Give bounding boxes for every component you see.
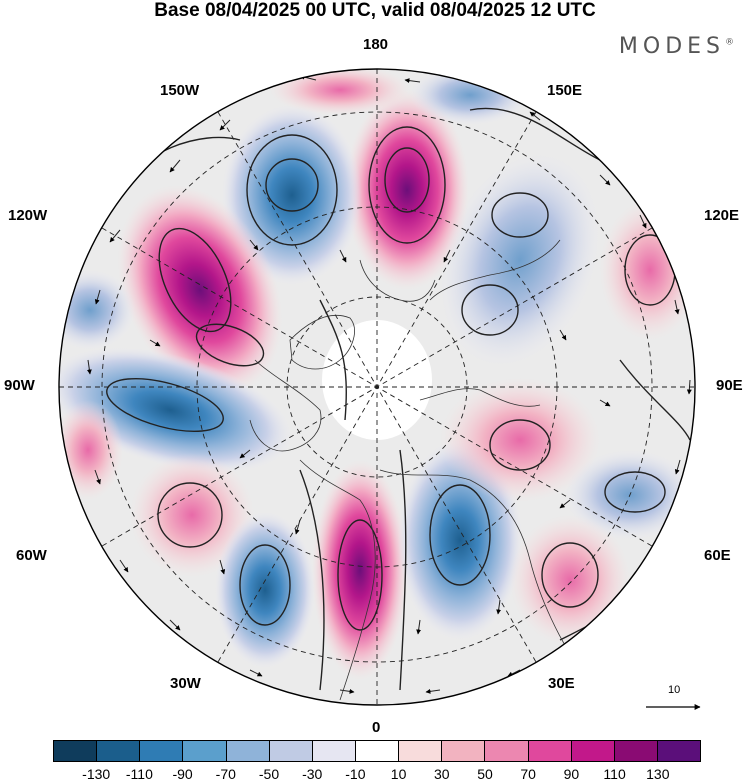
colorbar-swatch [485, 741, 529, 761]
colorbar-tick-label: -70 [215, 766, 236, 782]
colorbar-tick-label: 130 [646, 766, 670, 782]
colorbar-swatch [442, 741, 486, 761]
colorbar-tick-label: -30 [302, 766, 323, 782]
anomaly-positive [345, 90, 469, 290]
lon-label-120e: 120E [704, 207, 740, 224]
colorbar-swatch [269, 741, 313, 761]
polar-cap-neutral [322, 320, 432, 440]
colorbar-swatch [571, 741, 615, 761]
anomaly-negative [410, 69, 530, 125]
colorbar-swatch [97, 741, 141, 761]
map-border [58, 68, 696, 706]
lon-label-90w: 90W [4, 377, 35, 394]
colorbar-ticks: -130 -110 -90 -70 -50 -30 -10 10 30 50 70 90 110 130 [0, 766, 750, 783]
colorbar-tick-label: 30 [434, 766, 450, 782]
colorbar-swatch [355, 741, 400, 761]
colorbar-tick-label: -110 [125, 766, 153, 782]
anomaly-negative [59, 270, 135, 350]
colorbar-tick-label: 10 [390, 766, 407, 782]
colorbar-tick-label: 90 [563, 766, 580, 782]
lon-label-120w: 120W [8, 207, 48, 224]
lon-label-150w: 150W [160, 82, 200, 99]
wind-vectors [86, 74, 692, 694]
colorbar-swatch [226, 741, 270, 761]
anomaly-positive [130, 453, 254, 577]
colorbar-swatch [54, 741, 98, 761]
colorbar-tick-label: -130 [82, 766, 111, 782]
lon-label-0: 0 [372, 719, 381, 736]
lon-label-150e: 150E [547, 82, 583, 99]
colorbar-tick-label: 110 [603, 766, 626, 782]
colorbar-tick-label: 70 [520, 766, 536, 782]
colorbar-tick-label: -10 [345, 766, 366, 782]
anomaly-positive [510, 515, 630, 645]
anomaly-field [59, 69, 695, 680]
colorbar-tick-label: -50 [258, 766, 280, 782]
modes-logo: MODES® [618, 34, 734, 59]
colorbar-tick-label: 50 [477, 766, 493, 782]
anomaly-positive [59, 400, 123, 500]
vector-reference-label: 10 [668, 684, 681, 696]
anomaly-positive [312, 460, 408, 680]
anomaly-positive [270, 69, 410, 115]
anomaly-negative [215, 512, 315, 668]
anomaly-positive [600, 200, 695, 340]
anomaly-positive [440, 378, 600, 502]
colorbar-swatch [183, 741, 227, 761]
anomaly-negative [440, 153, 600, 367]
lon-label-180: 180 [363, 36, 389, 53]
graticule [59, 69, 695, 705]
lon-label-30e: 30E [548, 675, 575, 692]
colorbar-swatch [399, 741, 443, 761]
coastlines [249, 239, 581, 701]
lon-label-60w: 60W [16, 547, 47, 564]
colorbar-tick-label: -90 [172, 766, 193, 782]
colorbar-swatch [528, 741, 572, 761]
colorbar-swatch [614, 741, 658, 761]
colorbar [53, 740, 701, 762]
lon-label-90e: 90E [716, 377, 743, 394]
lon-label-30w: 30W [170, 675, 201, 692]
colorbar-swatch [140, 741, 184, 761]
page-title: Base 08/04/2025 00 UTC, valid 08/04/2025… [154, 0, 596, 21]
colorbar-swatch [312, 741, 356, 761]
colorbar-swatch [657, 741, 701, 761]
lon-label-60e: 60E [704, 547, 731, 564]
